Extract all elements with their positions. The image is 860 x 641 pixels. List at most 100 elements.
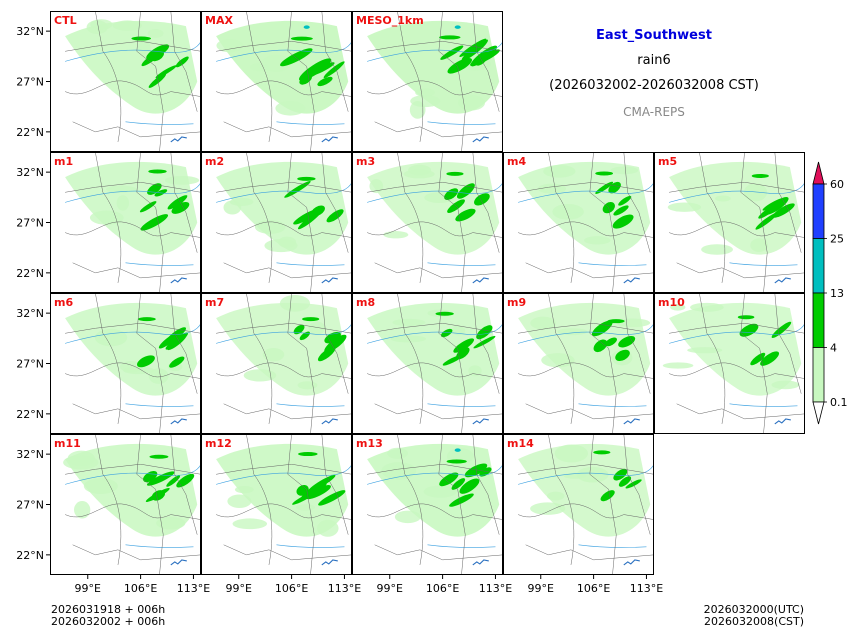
panel-m11: m11 bbox=[50, 434, 201, 575]
light-rain-patch bbox=[670, 303, 686, 311]
province-border bbox=[287, 11, 315, 152]
light-rain-patch bbox=[403, 169, 435, 179]
province-border bbox=[64, 221, 201, 238]
moderate-rain-band bbox=[455, 208, 476, 222]
light-rain-patch bbox=[123, 366, 155, 375]
moderate-rain-band bbox=[307, 62, 335, 77]
light-rain-patch bbox=[543, 164, 576, 178]
province-border bbox=[589, 152, 617, 293]
moderate-rain-band bbox=[751, 173, 769, 178]
river-line bbox=[427, 121, 496, 125]
light-rain-patch bbox=[530, 316, 556, 330]
river-line bbox=[276, 544, 345, 548]
province-border bbox=[321, 11, 349, 112]
river-line bbox=[125, 544, 194, 548]
moderate-rain-band bbox=[618, 476, 632, 487]
panel-m6: m6 bbox=[50, 293, 201, 434]
province-border bbox=[136, 434, 164, 575]
light-rain-area bbox=[65, 20, 198, 114]
light-rain-patch bbox=[667, 202, 702, 212]
river-line bbox=[216, 182, 352, 203]
moderate-rain-band bbox=[146, 471, 175, 486]
coast-line bbox=[623, 277, 640, 284]
light-rain-area bbox=[367, 302, 500, 396]
light-rain-patch bbox=[690, 302, 724, 312]
moderate-rain-band bbox=[293, 324, 305, 335]
province-border bbox=[215, 503, 352, 520]
panel-label: m10 bbox=[658, 296, 685, 309]
light-rain-area bbox=[367, 161, 500, 255]
province-border bbox=[676, 403, 805, 420]
panel-frame bbox=[201, 293, 352, 434]
moderate-rain-band bbox=[625, 479, 642, 489]
y-tick-label: 32°N bbox=[16, 25, 44, 38]
heavy-rain-cell bbox=[454, 25, 461, 29]
x-tick-label: 106°E bbox=[577, 582, 610, 595]
light-rain-patch bbox=[771, 380, 800, 390]
province-border bbox=[216, 322, 352, 334]
river-line bbox=[367, 182, 503, 203]
moderate-rain-band bbox=[299, 331, 310, 341]
province-border bbox=[72, 403, 201, 420]
moderate-rain-band bbox=[167, 195, 188, 210]
moderate-rain-band bbox=[593, 339, 608, 353]
y-tick-label: 32°N bbox=[16, 307, 44, 320]
x-tick-label: 99°E bbox=[75, 582, 101, 595]
moderate-rain-band bbox=[175, 56, 189, 68]
province-border bbox=[223, 121, 352, 138]
province-border bbox=[589, 434, 617, 575]
province-border bbox=[669, 322, 805, 334]
province-border bbox=[170, 152, 198, 253]
province-border bbox=[774, 152, 802, 253]
moderate-rain-band bbox=[141, 50, 162, 67]
moderate-rain-band bbox=[771, 321, 792, 338]
moderate-rain-band bbox=[176, 473, 195, 488]
coast-line bbox=[472, 136, 489, 143]
moderate-rain-band bbox=[446, 171, 464, 176]
province-border bbox=[216, 181, 352, 193]
x-tick-label: 106°E bbox=[426, 582, 459, 595]
panel-label: m13 bbox=[356, 437, 383, 450]
panel-label: MAX bbox=[205, 14, 233, 27]
x-tick-label: 106°E bbox=[124, 582, 157, 595]
river-line bbox=[276, 403, 345, 407]
river-line bbox=[427, 262, 496, 266]
river-line bbox=[729, 403, 798, 407]
moderate-rain-band bbox=[435, 311, 454, 316]
river-line bbox=[216, 323, 352, 344]
moderate-rain-band bbox=[447, 57, 473, 74]
light-rain-area bbox=[216, 443, 349, 537]
province-border bbox=[367, 40, 503, 52]
panel-m14: m14 bbox=[503, 434, 654, 575]
panel-m12: m12 bbox=[201, 434, 352, 575]
province-border bbox=[374, 403, 503, 420]
river-line bbox=[276, 262, 345, 266]
light-rain-patch bbox=[423, 485, 457, 498]
light-rain-area bbox=[669, 302, 802, 396]
panel-label: m14 bbox=[507, 437, 534, 450]
light-rain-patch bbox=[116, 195, 130, 211]
light-rain-patch bbox=[552, 203, 584, 220]
light-rain-patch bbox=[262, 348, 285, 362]
light-rain-patch bbox=[383, 231, 409, 239]
light-rain-patch bbox=[610, 166, 639, 175]
colorbar-segment bbox=[812, 292, 825, 348]
moderate-rain-band bbox=[326, 209, 344, 223]
x-tick-label: 99°E bbox=[528, 582, 554, 595]
moderate-rain-band bbox=[292, 491, 317, 505]
province-border bbox=[64, 362, 201, 379]
panel-frame bbox=[503, 152, 654, 293]
province-border bbox=[367, 322, 503, 334]
panel-m1: m1 bbox=[50, 152, 201, 293]
panel-frame bbox=[201, 434, 352, 575]
heavy-rain-cell bbox=[454, 448, 461, 452]
x-tick-label: 99°E bbox=[377, 582, 403, 595]
y-tick-label: 27°N bbox=[16, 76, 44, 89]
light-rain-area bbox=[65, 443, 198, 537]
province-border bbox=[740, 293, 768, 434]
light-rain-patch bbox=[537, 183, 567, 194]
panel-label: m7 bbox=[205, 296, 224, 309]
province-border bbox=[136, 11, 164, 152]
moderate-rain-band bbox=[169, 356, 185, 368]
colorbar-max-arrow bbox=[812, 161, 825, 185]
